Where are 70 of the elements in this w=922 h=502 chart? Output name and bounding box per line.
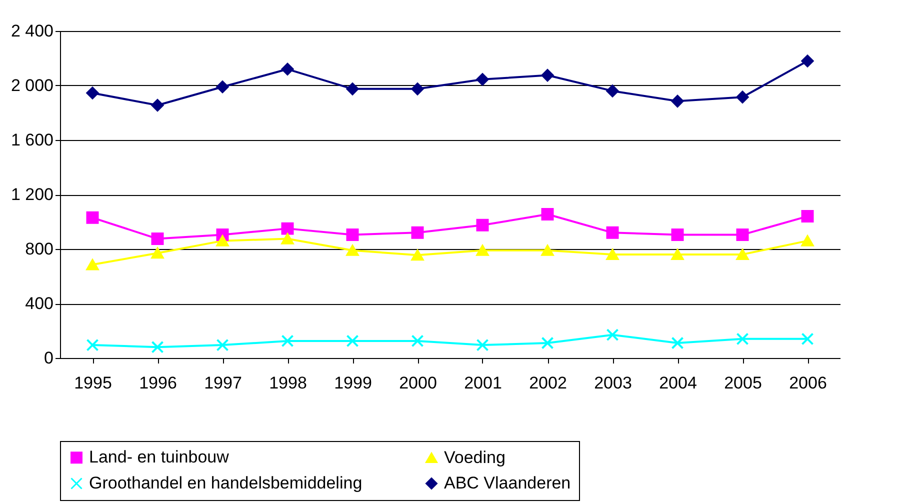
point [151,232,164,246]
legend-label: Groothandel en handelsbemiddeling [89,474,362,492]
point [281,62,294,76]
point [151,99,164,112]
point [541,336,554,350]
point [86,86,99,100]
y-tick-label: 800 [25,240,54,258]
point [86,338,99,352]
point [606,248,619,260]
y-tick-label: 1 200 [10,185,54,204]
point [736,90,749,104]
x-tick-label: 2000 [399,374,437,392]
point [606,328,619,342]
y-tick-label: 0 [44,348,54,368]
point [476,338,489,352]
point [216,80,229,94]
point [411,250,424,261]
point [671,228,684,241]
point [281,222,294,235]
point [736,332,749,346]
point [541,208,554,220]
legend-label: Land- en tuinbouw [89,448,230,467]
x-tick-label: 2002 [529,374,567,392]
x-tick-label: 1999 [334,374,372,392]
x-tick-label: 2005 [724,374,762,392]
point [541,69,554,82]
point [476,218,489,232]
x-tick-label: 1996 [139,374,177,392]
point [801,235,814,246]
point [216,338,229,352]
x-tick-label: 2006 [789,374,827,392]
y-tick-label: 1 600 [10,130,54,150]
point [606,84,619,98]
x-tick-label: 1995 [74,374,112,392]
point [281,334,294,348]
point [216,235,229,246]
point [801,332,814,346]
x-tick-label: 1997 [204,374,242,392]
point [411,334,424,348]
point [801,210,814,223]
point [346,244,359,256]
point [476,73,489,86]
point [86,211,99,224]
point [346,228,359,241]
point [281,233,294,244]
point [541,244,554,256]
y-tick-label: 2 000 [10,76,54,95]
point [346,334,359,348]
point [671,248,684,260]
point [606,226,619,239]
point [476,244,489,256]
x-tick-label: 1998 [269,374,307,392]
point [671,94,684,108]
point [671,336,684,350]
point [151,248,164,259]
legend-label: ABC Vlaanderen [444,474,571,492]
x-tick-label: 2003 [594,374,632,392]
point [736,248,749,260]
point [411,226,424,239]
x-tick-label: 2004 [659,374,697,392]
y-tick-label: 400 [25,294,54,313]
point [736,228,749,241]
y-tick-label: 2 400 [10,22,54,40]
legend-label: Voeding [444,448,506,467]
point [86,259,99,270]
point [801,54,814,68]
point [411,82,424,96]
x-tick-label: 2001 [464,374,502,392]
point [151,340,164,354]
point [346,82,359,96]
